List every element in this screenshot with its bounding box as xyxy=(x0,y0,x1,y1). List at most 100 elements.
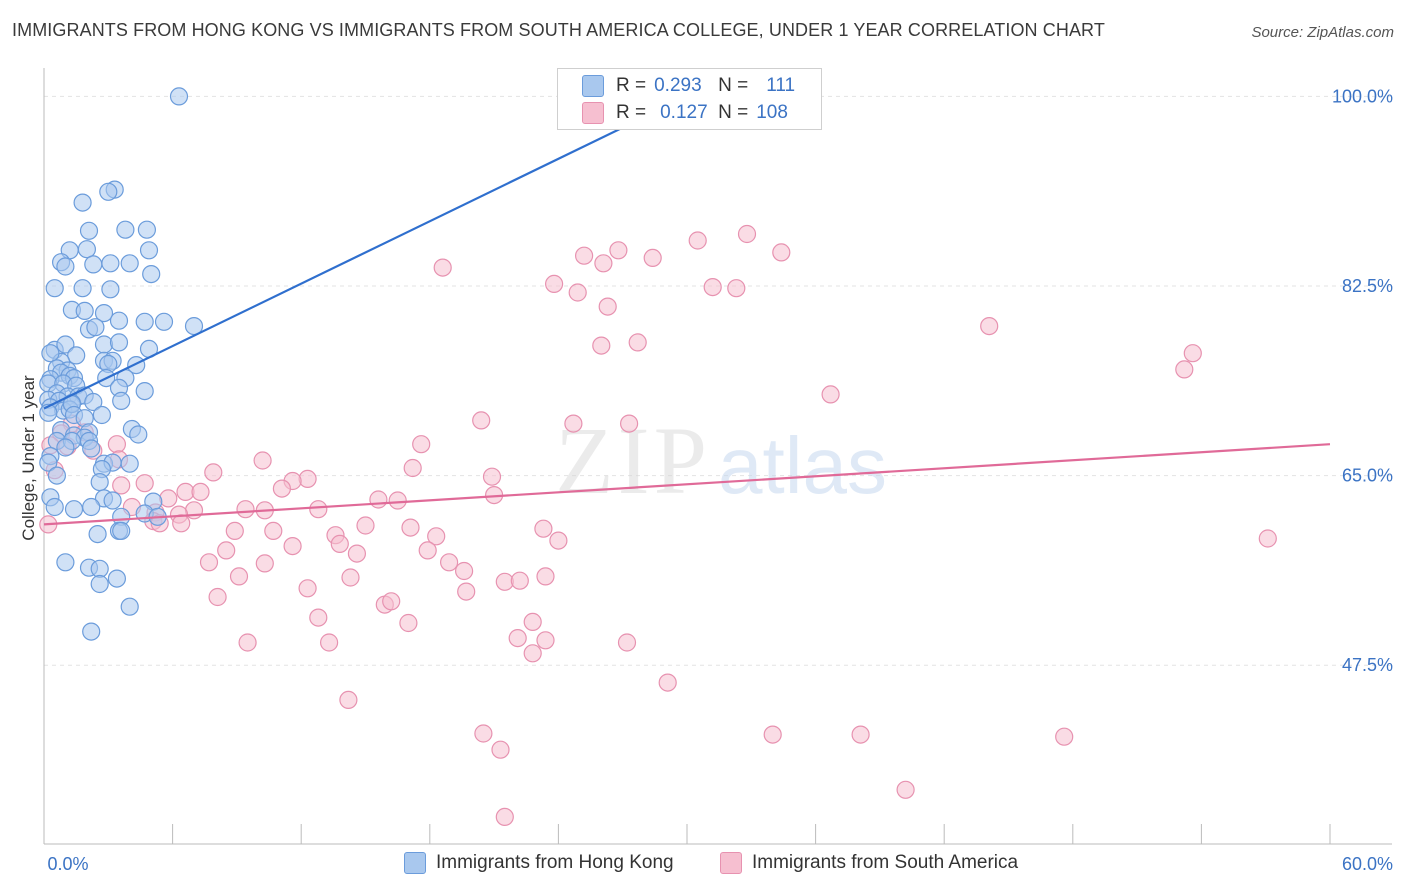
point-south-america xyxy=(617,633,637,652)
point-hong-kong xyxy=(99,182,118,201)
point-south-america xyxy=(401,518,420,537)
point-south-america xyxy=(598,297,617,316)
point-hong-kong xyxy=(67,346,86,365)
point-south-america xyxy=(510,571,529,590)
point-south-america xyxy=(455,561,474,581)
point-south-america xyxy=(568,283,587,302)
point-south-america xyxy=(382,592,401,611)
point-hong-kong xyxy=(109,333,129,352)
legend-item-south-america: Immigrants from South America xyxy=(720,852,1018,874)
point-hong-kong xyxy=(101,280,120,299)
y-tick-label: 65.0% xyxy=(1342,466,1393,486)
point-hong-kong xyxy=(90,574,109,594)
point-south-america xyxy=(628,333,647,352)
trend-line-south-america xyxy=(43,443,1331,526)
point-south-america xyxy=(482,467,502,486)
point-hong-kong xyxy=(56,438,75,457)
point-south-america xyxy=(341,568,360,587)
point-hong-kong xyxy=(92,405,112,425)
point-south-america xyxy=(309,608,328,627)
point-south-america xyxy=(229,567,249,586)
point-south-america xyxy=(427,527,446,546)
point-south-america xyxy=(574,246,594,265)
point-hong-kong xyxy=(73,279,92,298)
point-south-america xyxy=(356,516,375,535)
point-hong-kong xyxy=(75,301,94,320)
point-south-america xyxy=(309,500,328,519)
point-south-america xyxy=(403,458,422,478)
point-hong-kong xyxy=(82,439,101,458)
point-south-america xyxy=(851,725,870,744)
point-south-america xyxy=(412,435,431,454)
point-south-america xyxy=(418,541,437,560)
point-south-america xyxy=(534,519,553,538)
point-south-america xyxy=(339,690,358,710)
point-south-america xyxy=(272,479,291,498)
legend-r-label: R = xyxy=(616,75,647,96)
point-hong-kong xyxy=(120,254,139,273)
point-hong-kong xyxy=(101,254,120,273)
point-south-america xyxy=(159,489,178,508)
point-south-america xyxy=(347,544,366,563)
point-hong-kong xyxy=(88,524,107,544)
point-south-america xyxy=(508,628,527,648)
point-hong-kong xyxy=(41,344,60,363)
point-south-america xyxy=(112,476,131,495)
point-hong-kong xyxy=(112,391,131,410)
point-hong-kong xyxy=(86,318,105,337)
point-south-america xyxy=(536,631,555,650)
point-south-america xyxy=(440,553,459,572)
point-south-america xyxy=(523,612,542,632)
point-south-america xyxy=(474,724,493,743)
point-south-america xyxy=(238,633,257,652)
legend-n-value-south-america: 108 xyxy=(756,102,788,123)
point-south-america xyxy=(172,514,191,533)
watermark: ZIP atlas xyxy=(555,407,887,514)
point-south-america xyxy=(772,243,791,262)
point-hong-kong xyxy=(73,193,92,212)
point-hong-kong xyxy=(90,473,109,492)
point-hong-kong xyxy=(47,466,67,485)
tick-labels: 47.5% 65.0% 82.5% 100.0% 0.0% 60.0% xyxy=(47,86,1393,874)
series-legend: Immigrants from Hong Kong Immigrants fro… xyxy=(0,852,1406,878)
point-hong-kong xyxy=(135,312,154,331)
point-south-america xyxy=(433,258,452,277)
point-south-america xyxy=(135,474,154,493)
y-axis-label: College, Under 1 year xyxy=(19,375,38,541)
series-hong-kong xyxy=(39,87,204,641)
point-hong-kong xyxy=(109,311,129,330)
point-hong-kong xyxy=(129,425,148,444)
legend-swatch-hong-kong xyxy=(404,852,426,874)
point-hong-kong xyxy=(142,265,161,284)
point-hong-kong xyxy=(154,312,174,331)
point-south-america xyxy=(821,385,840,404)
point-south-america xyxy=(1258,529,1277,548)
point-hong-kong xyxy=(139,241,159,260)
point-hong-kong xyxy=(90,559,109,578)
chart-title: IMMIGRANTS FROM HONG KONG VS IMMIGRANTS … xyxy=(12,20,1105,40)
point-south-america xyxy=(236,500,255,519)
point-south-america xyxy=(253,451,272,470)
point-south-america xyxy=(536,567,555,586)
point-south-america xyxy=(523,644,542,663)
legend-swatch-south-america xyxy=(582,102,604,124)
point-hong-kong xyxy=(56,257,75,276)
point-south-america xyxy=(896,780,915,799)
point-south-america xyxy=(491,740,510,759)
point-south-america xyxy=(298,579,317,598)
point-south-america xyxy=(703,278,722,297)
point-south-america xyxy=(369,490,388,509)
legend-row-south-america: R = 0.127 N = 108 xyxy=(582,100,788,126)
point-hong-kong xyxy=(79,221,99,240)
watermark-atlas: atlas xyxy=(718,421,887,510)
point-hong-kong xyxy=(116,220,135,239)
point-hong-kong xyxy=(112,521,131,541)
point-hong-kong xyxy=(135,382,154,401)
x-tick-label: 0.0% xyxy=(47,854,88,874)
legend-n-label: N = xyxy=(718,75,749,96)
point-south-america xyxy=(225,521,244,541)
point-south-america xyxy=(619,414,639,433)
point-south-america xyxy=(264,521,283,541)
legend-r-label: R = xyxy=(616,102,647,123)
